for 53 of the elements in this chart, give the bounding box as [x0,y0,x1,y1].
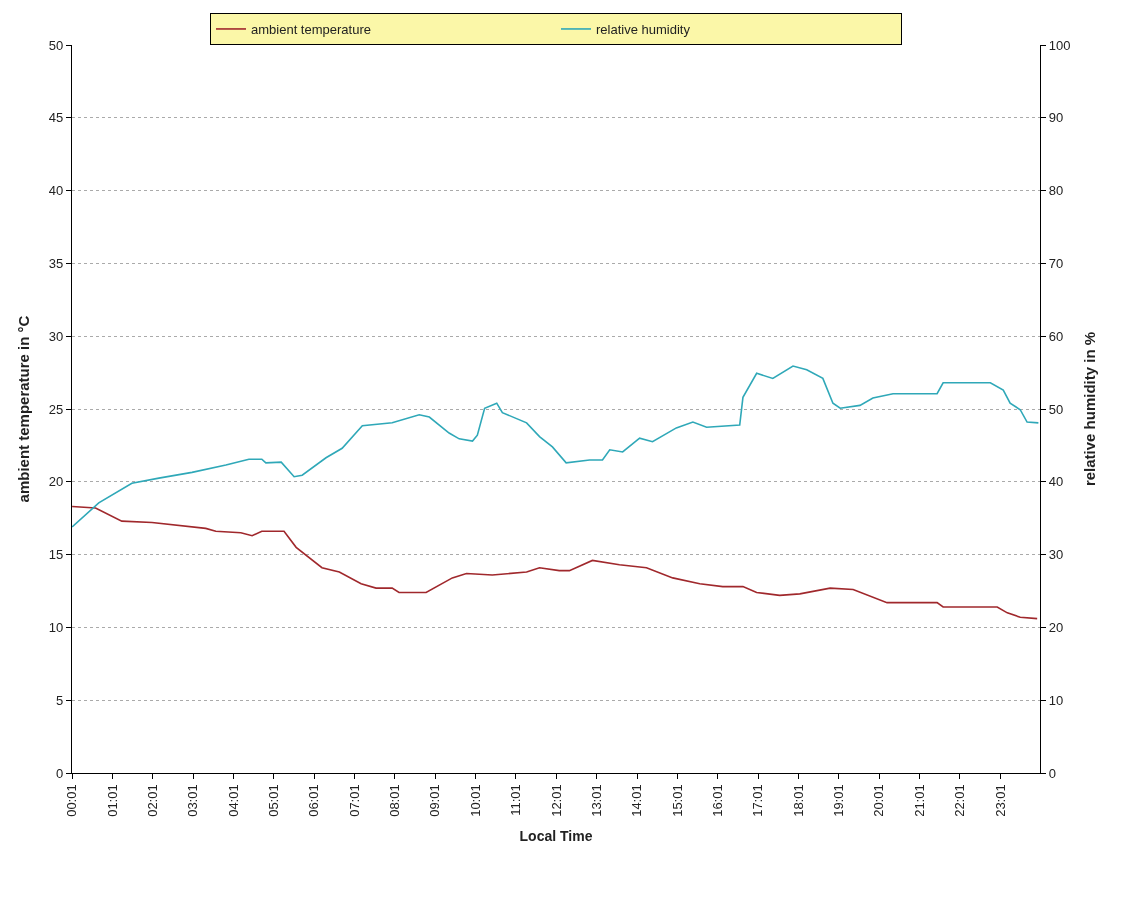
x-tick-label: 03:01 [185,784,201,817]
x-tick-label: 18:01 [790,784,806,817]
x-tick-label: 21:01 [911,784,927,817]
y-tick-label: 10 [48,619,64,635]
x-tick-label: 22:01 [952,784,968,817]
x-tick-label: 04:01 [225,784,241,817]
x-tick-label: 05:01 [266,784,282,817]
y2-tick-label: 20 [1048,619,1064,635]
y-tick-label: 50 [48,37,64,53]
y-tick-label: 0 [56,765,64,781]
line-series [72,505,1038,620]
y2-tick-label: 80 [1048,183,1064,199]
x-tick-label: 19:01 [831,784,847,817]
x-tick-label: 11:01 [508,784,524,816]
x-tick-label: 12:01 [548,784,564,817]
y-tick-label: 40 [48,183,64,199]
y2-tick-label: 40 [1048,474,1064,490]
y2-tick-label: 90 [1048,110,1064,126]
y2-tick-label: 60 [1048,328,1064,344]
line-series [72,365,1040,528]
x-tick-label: 00:01 [64,784,80,817]
x-tick-label: 23:01 [992,784,1008,817]
x-tick-label: 15:01 [669,784,685,817]
x-tick-label: 07:01 [346,784,362,817]
x-tick-label: 01:01 [104,784,120,817]
legend-label: relative humidity [596,22,691,38]
y2-tick-label: 70 [1048,255,1064,271]
x-tick-label: 08:01 [387,784,403,817]
x-tick-label: 10:01 [467,784,483,817]
y2-tick-label: 10 [1048,692,1064,708]
y2-tick-label: 50 [1048,401,1064,417]
x-axis-title: Local Time [519,828,593,845]
y2-tick-label: 0 [1048,765,1056,781]
legend-label: ambient temperature [251,22,371,38]
y-tick-label: 45 [48,110,64,126]
x-tick-label: 14:01 [629,784,645,817]
y-tick-label: 15 [48,547,64,563]
y-tick-label: 5 [56,692,64,708]
y-axis-title: ambient temperature in °C [15,315,33,503]
x-tick-label: 16:01 [710,784,726,817]
x-tick-label: 13:01 [588,784,604,817]
y-tick-label: 20 [48,474,64,490]
x-tick-label: 02:01 [144,784,160,817]
x-tick-label: 09:01 [427,784,443,817]
y2-axis-title: relative humidity in % [1081,331,1099,487]
x-tick-label: 20:01 [871,784,887,817]
y2-tick-label: 30 [1048,547,1064,563]
x-tick-label: 17:01 [750,784,766,817]
x-tick-label: 06:01 [306,784,322,817]
y-tick-label: 25 [48,401,64,417]
y-tick-label: 35 [48,255,64,271]
y-tick-label: 30 [48,328,64,344]
y2-tick-label: 100 [1048,37,1071,53]
